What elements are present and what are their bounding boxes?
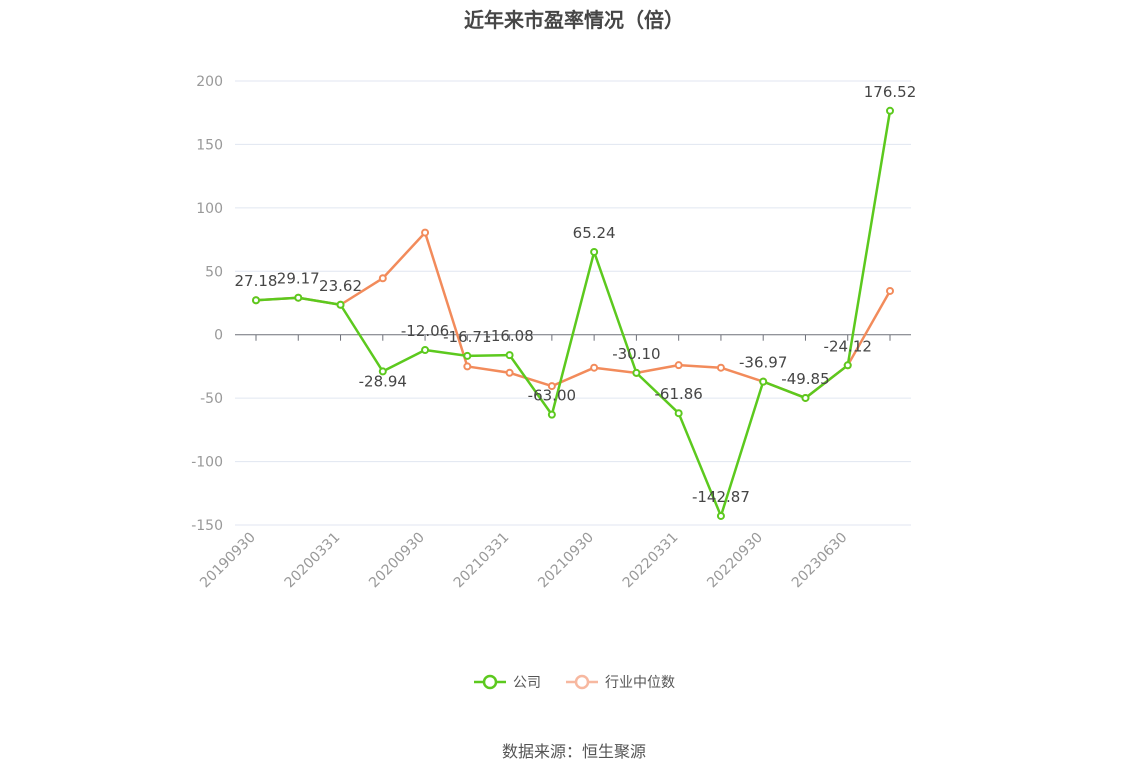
data-point-industry (378, 274, 387, 283)
data-point-company (674, 409, 683, 418)
x-tick-label: 20210331 (451, 530, 513, 592)
data-point-industry (886, 286, 894, 295)
data-label-company: 27.18 (235, 272, 278, 290)
data-point-company (294, 293, 303, 302)
y-tick-label: -50 (200, 391, 223, 407)
data-point-company (801, 393, 810, 402)
x-tick-label: 20200331 (282, 530, 344, 592)
data-label-company: -63.00 (528, 387, 576, 405)
y-tick-label: -150 (191, 518, 223, 534)
x-tick-label: 20220331 (620, 530, 682, 592)
data-label-company: -142.87 (692, 488, 750, 506)
data-label-company: -49.85 (781, 370, 829, 388)
data-point-company (632, 368, 641, 377)
data-point-company (252, 296, 260, 305)
data-point-company (843, 361, 852, 370)
data-label-company: 65.24 (573, 224, 616, 242)
legend: 公司 行业中位数 (0, 672, 1148, 692)
x-tick-label: 20220930 (704, 530, 766, 592)
data-label-company: -24.12 (824, 337, 872, 355)
y-tick-label: 50 (205, 264, 223, 280)
x-tick-label: 20200930 (366, 530, 428, 592)
data-source: 数据来源：恒生聚源 (501, 742, 646, 761)
data-label-company: -30.10 (612, 345, 660, 363)
x-tick-label: 20230630 (789, 530, 851, 592)
data-point-company (547, 410, 556, 419)
legend-company-marker-icon (474, 674, 506, 690)
y-tick-label: 0 (214, 328, 223, 344)
data-label-company: -36.97 (739, 354, 787, 372)
data-point-company (505, 351, 514, 360)
data-point-company (716, 511, 725, 520)
legend-industry-marker-icon (566, 674, 598, 690)
legend-label-industry: 行业中位数 (605, 675, 675, 691)
data-label-company: -12.06 (401, 322, 449, 340)
y-tick-label: 100 (196, 201, 223, 217)
data-point-company (886, 106, 894, 115)
grid-layer (235, 80, 911, 526)
data-point-company (759, 377, 768, 386)
data-label-company: 29.17 (277, 270, 320, 288)
data-point-industry (716, 363, 725, 372)
data-point-company (463, 351, 472, 360)
y-tick-label: -100 (191, 455, 223, 471)
y-tick-label: 200 (196, 74, 223, 90)
data-label-company: 23.62 (319, 277, 362, 295)
data-point-industry (505, 368, 514, 377)
data-point-company (378, 367, 387, 376)
data-point-company (590, 247, 599, 256)
chart-title: 近年来市盈率情况（倍） (464, 8, 684, 32)
y-tick-label: 150 (196, 137, 223, 153)
data-label-company: -16.71 (443, 328, 491, 346)
data-label-company: 176.52 (864, 83, 917, 101)
x-tick-label: 20190930 (197, 530, 259, 592)
data-point-company (336, 300, 345, 309)
data-label-company: -16.08 (485, 327, 533, 345)
data-point-industry (547, 382, 556, 391)
legend-item-industry[interactable]: 行业中位数 (565, 672, 675, 692)
data-label-layer: 27.18 29.17 23.62 -28.94 -12.06-16.71-16.08 -… (235, 83, 917, 506)
data-point-company (421, 346, 430, 355)
data-label-company: -61.86 (654, 385, 702, 403)
series-layer (252, 106, 894, 520)
series-line-company (255, 110, 892, 518)
data-point-industry (590, 363, 599, 372)
data-label-company: -28.94 (359, 372, 407, 390)
legend-item-company[interactable]: 公司 (473, 672, 541, 692)
data-point-industry (421, 228, 430, 237)
x-tick-label: 20210930 (535, 530, 597, 592)
legend-label-company: 公司 (513, 675, 541, 691)
data-point-industry (674, 361, 683, 370)
data-point-industry (463, 362, 472, 371)
